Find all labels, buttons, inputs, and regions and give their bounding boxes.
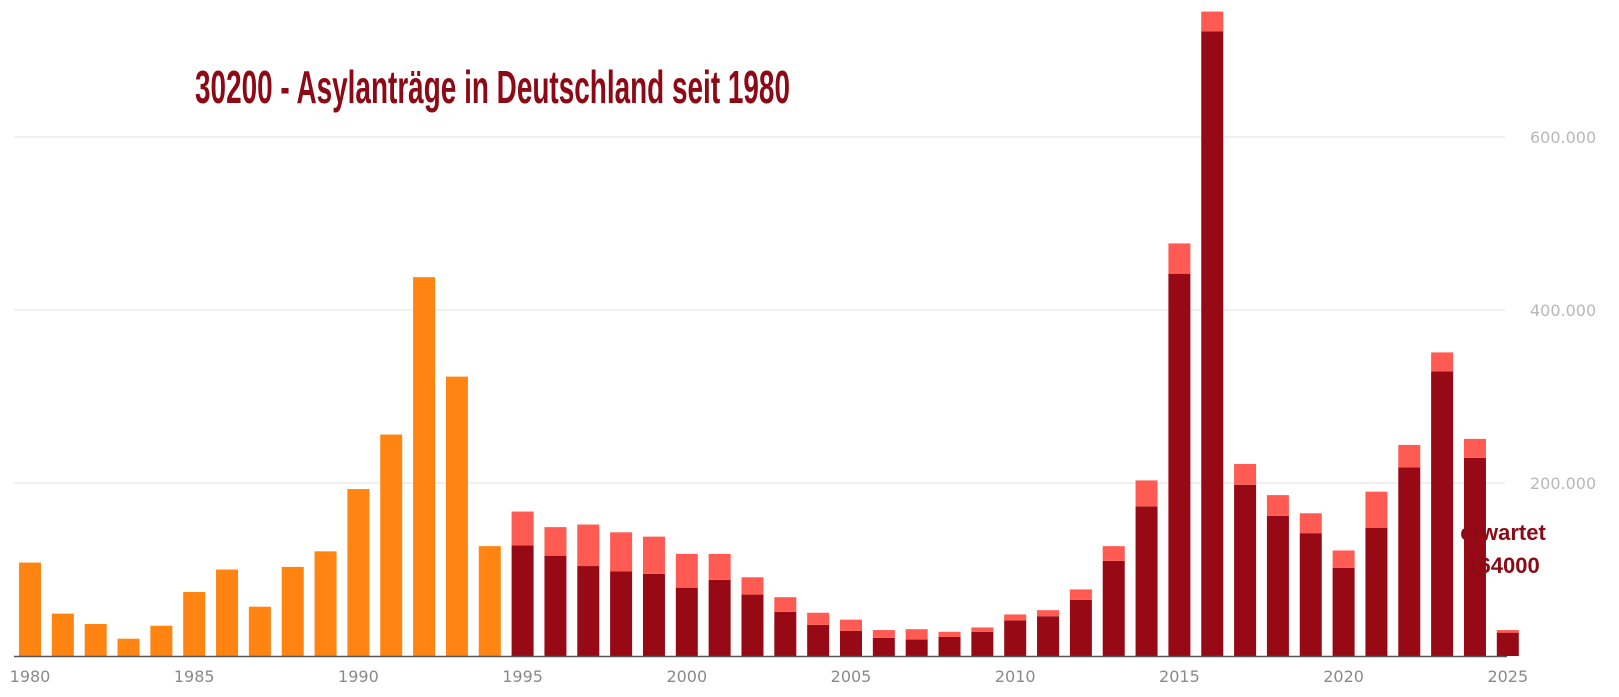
bar-2006	[872, 637, 895, 656]
bar-2005	[840, 630, 862, 656]
bar-2022	[1398, 467, 1421, 656]
x-tick-label: 2000	[666, 667, 707, 686]
bar-2024	[1463, 457, 1486, 656]
bar-2000	[675, 587, 698, 656]
bar-2012	[1069, 599, 1092, 656]
bar-1986	[216, 569, 239, 656]
bar-1988	[281, 566, 304, 656]
bar-2001	[708, 579, 731, 656]
bar-1997	[577, 566, 600, 656]
bar-2020	[1332, 567, 1355, 656]
bar-1992	[413, 277, 436, 656]
bar-2007	[905, 629, 928, 640]
bar-2025	[1496, 632, 1519, 656]
bar-1991	[380, 434, 403, 656]
bar-2015	[1168, 273, 1191, 656]
bar-2004	[807, 624, 830, 656]
bar-2021	[1365, 527, 1388, 656]
bar-2000	[675, 553, 698, 588]
x-tick-label: 2020	[1323, 667, 1364, 686]
bar-2005	[840, 619, 862, 631]
x-tick-label: 2010	[995, 667, 1036, 686]
bar-1996	[544, 527, 567, 556]
y-tick-label: 400.000	[1530, 301, 1596, 320]
bar-2002	[741, 594, 764, 656]
bar-2022	[1398, 444, 1421, 468]
bar-1984	[150, 625, 173, 656]
bar-2006	[872, 630, 895, 638]
x-tick-label: 2005	[831, 667, 872, 686]
bar-2018	[1266, 515, 1289, 656]
bar-1993	[445, 376, 468, 656]
bar-2004	[807, 612, 830, 625]
bar-1998	[610, 571, 633, 656]
bar-1987	[248, 606, 271, 656]
bar-1999	[642, 536, 665, 574]
bar-2018	[1266, 495, 1289, 516]
bar-2002	[741, 577, 764, 595]
bar-1990	[347, 489, 370, 656]
bar-1998	[610, 532, 633, 572]
bar-2025	[1496, 630, 1519, 633]
bar-2024	[1463, 438, 1486, 458]
bar-2019	[1299, 513, 1322, 534]
bar-1994	[478, 546, 501, 656]
x-tick-label: 2015	[1159, 667, 1200, 686]
bar-2003	[774, 597, 797, 612]
bar-1995	[511, 511, 534, 546]
x-tick-label: 1990	[338, 667, 379, 686]
bar-1981	[51, 613, 74, 656]
bar-1983	[117, 638, 140, 656]
bar-2008	[938, 631, 961, 637]
y-tick-label: 600.000	[1530, 128, 1596, 147]
bar-1982	[84, 623, 107, 656]
bar-2020	[1332, 550, 1355, 568]
bar-2013	[1102, 546, 1125, 561]
x-tick-label: 1985	[174, 667, 215, 686]
bar-1985	[183, 591, 206, 656]
bar-1996	[544, 555, 567, 656]
bar-2007	[905, 639, 928, 656]
bar-2011	[1037, 610, 1060, 617]
bar-2003	[774, 611, 797, 656]
chart-title: 30200 - Asylanträge in Deutschland seit …	[195, 61, 790, 113]
bar-2010	[1004, 614, 1027, 621]
bar-2017	[1234, 484, 1257, 656]
bar-2014	[1135, 480, 1158, 507]
bar-2015	[1168, 243, 1191, 274]
bar-2011	[1037, 616, 1060, 656]
bar-1997	[577, 524, 600, 567]
x-tick-label: 2025	[1487, 667, 1528, 686]
bar-2019	[1299, 533, 1322, 656]
bar-2023	[1431, 371, 1454, 656]
bar-1995	[511, 545, 534, 656]
bar-2017	[1234, 463, 1257, 485]
bar-2013	[1102, 560, 1125, 656]
bar-2014	[1135, 506, 1158, 656]
bar-1980	[19, 562, 41, 656]
bar-2012	[1069, 589, 1092, 600]
bar-2016	[1201, 31, 1224, 657]
x-tick-label: 1995	[502, 667, 543, 686]
bar-2016	[1201, 11, 1224, 32]
bar-2010	[1004, 620, 1027, 656]
bar-2023	[1431, 352, 1454, 372]
x-tick-labels: 1980 1985 1990 1995 2000 2005 2010 2015 2020 2025	[10, 667, 1529, 686]
annotation-value: 164000	[1466, 553, 1539, 578]
bar-1999	[642, 573, 665, 656]
bar-2021	[1365, 491, 1388, 528]
y-tick-label: 200.000	[1530, 474, 1596, 493]
x-tick-label: 1980	[10, 667, 51, 686]
bar-1989	[314, 551, 337, 656]
annotation-expected: erwartet	[1460, 520, 1546, 545]
bar-2008	[938, 636, 961, 656]
grid-lines	[14, 136, 1505, 484]
bar-2009	[971, 631, 994, 656]
y-tick-labels: 200.000 400.000 600.000	[1530, 128, 1596, 493]
bar-2001	[708, 553, 731, 580]
bar-2009	[971, 627, 994, 632]
bars	[19, 11, 1519, 657]
